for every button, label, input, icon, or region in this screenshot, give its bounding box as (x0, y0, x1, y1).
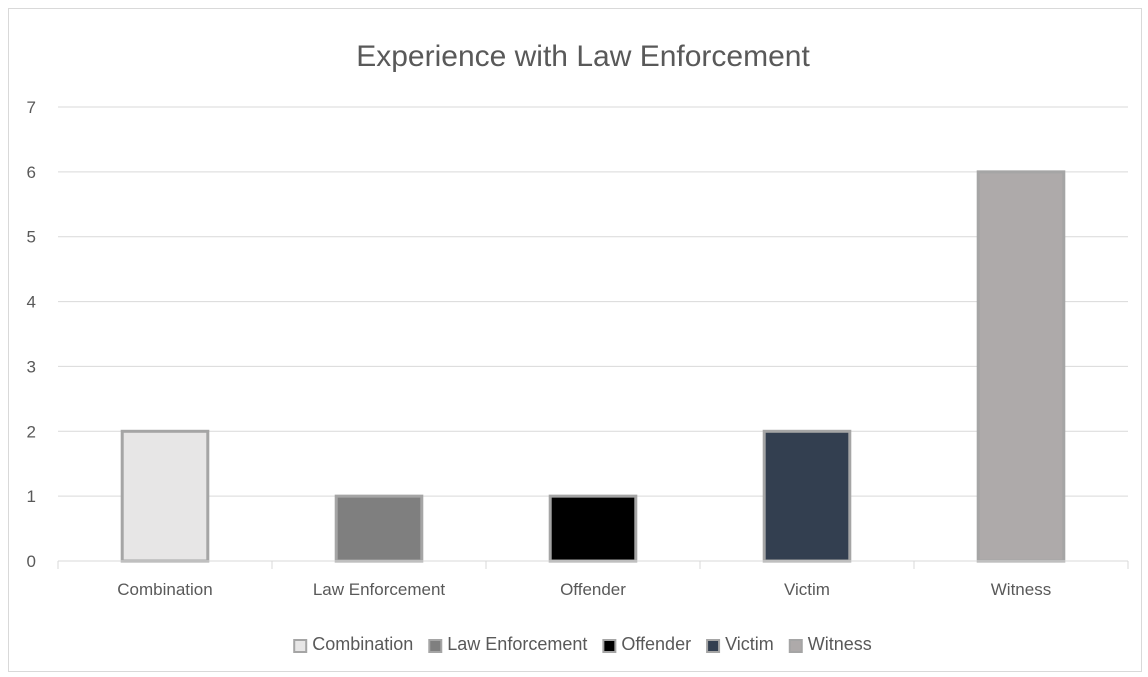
bar-law-enforcement (334, 494, 424, 563)
legend-label: Law Enforcement (447, 634, 587, 654)
legend: Combination Law Enforcement Offender Victim… (293, 634, 872, 654)
y-tick-label: 4 (27, 293, 36, 312)
legend-item: Victim (706, 634, 774, 654)
y-tick-label: 6 (27, 163, 36, 182)
legend-swatch (293, 639, 308, 653)
x-tick-label: Witness (991, 580, 1051, 599)
legend-swatch (788, 639, 803, 653)
legend-label: Combination (312, 634, 413, 654)
bars (120, 170, 1066, 563)
legend-item: Combination (293, 634, 413, 654)
y-tick-label: 2 (27, 422, 36, 441)
bar-victim (762, 429, 852, 563)
chart-title: Experience with Law Enforcement (356, 40, 810, 73)
y-tick-label: 3 (27, 357, 36, 376)
y-tick-label: 7 (27, 98, 36, 117)
legend-item: Offender (602, 634, 691, 654)
bar-combination (120, 429, 210, 563)
bar-witness (976, 170, 1066, 563)
legend-swatch (602, 639, 617, 653)
x-tick-label: Offender (560, 580, 626, 599)
x-tick-label: Combination (117, 580, 212, 599)
legend-item: Witness (788, 634, 872, 654)
legend-label: Witness (808, 634, 872, 654)
x-tick-label: Victim (784, 580, 830, 599)
bar-offender (548, 494, 638, 563)
legend-label: Offender (621, 634, 691, 654)
legend-swatch (706, 639, 721, 653)
legend-item: Law Enforcement (428, 634, 587, 654)
legend-label: Victim (725, 634, 774, 654)
y-axis-ticks: 0 1 2 3 4 5 6 7 (27, 98, 36, 571)
x-tick-label: Law Enforcement (313, 580, 446, 599)
y-tick-label: 5 (27, 228, 36, 247)
legend-swatch (428, 639, 443, 653)
y-tick-label: 0 (27, 552, 36, 571)
x-axis: Combination Law Enforcement Offender Victim… (57, 560, 1129, 599)
gridlines (58, 106, 1128, 497)
y-tick-label: 1 (27, 487, 36, 506)
